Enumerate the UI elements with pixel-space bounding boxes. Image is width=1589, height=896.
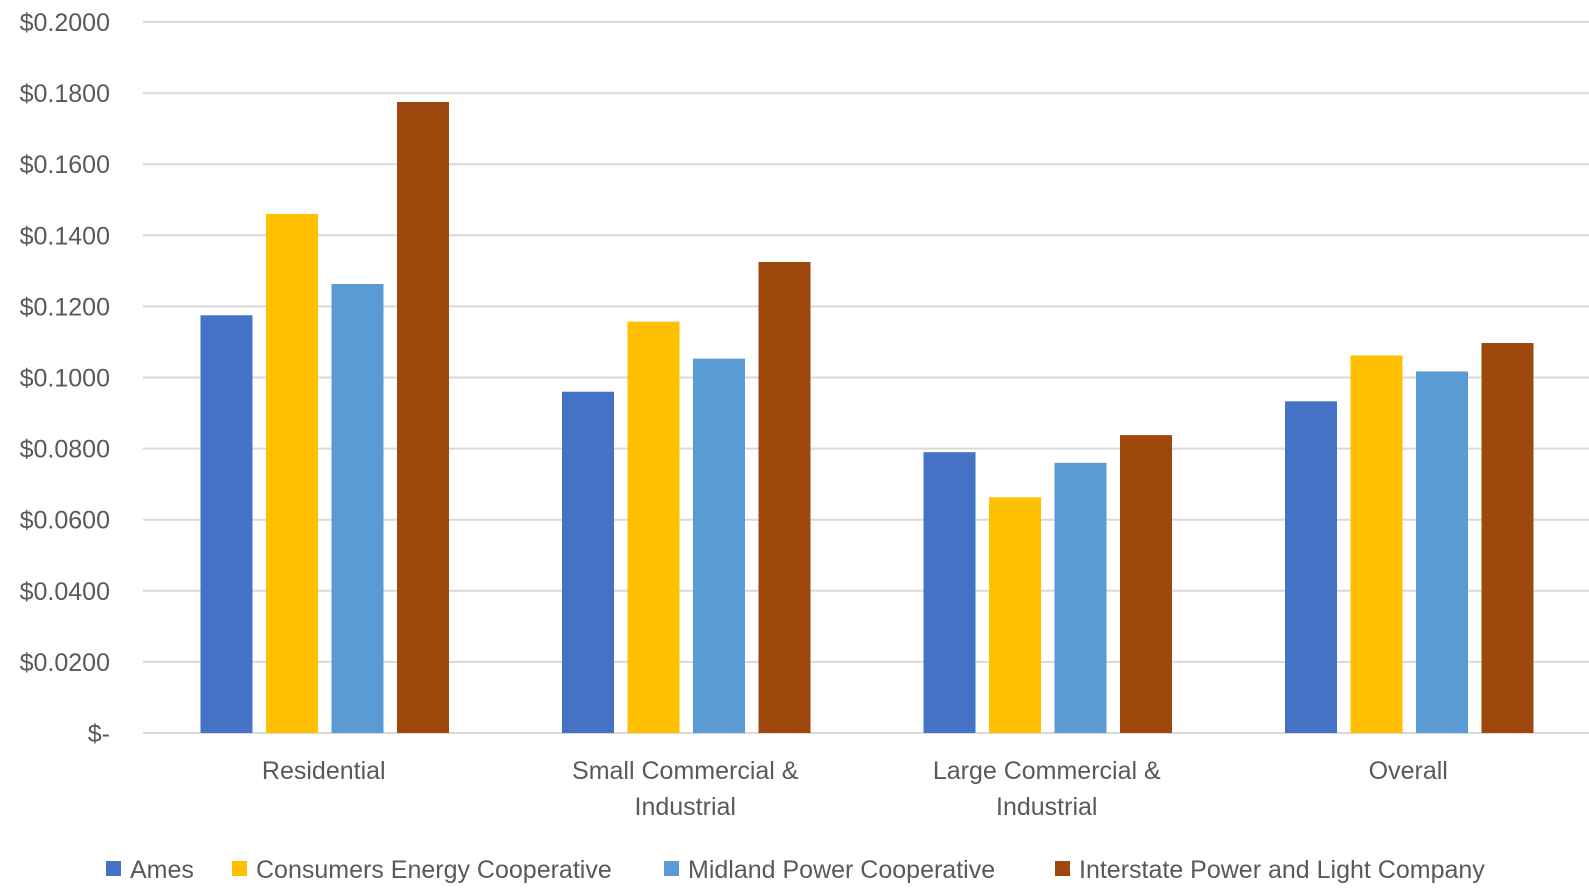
legend-label: Interstate Power and Light Company — [1079, 856, 1485, 884]
y-tick-label: $0.0800 — [20, 436, 110, 464]
y-tick-label: $0.2000 — [20, 9, 110, 37]
bars — [200, 101, 1534, 734]
bar — [1120, 435, 1172, 733]
y-tick-label: $0.1000 — [20, 365, 110, 393]
bar — [693, 358, 745, 733]
y-tick-label: $0.0400 — [20, 578, 110, 606]
bar — [200, 315, 253, 733]
bar — [1350, 355, 1403, 733]
legend-swatch — [232, 861, 247, 876]
gridlines — [143, 21, 1589, 734]
x-category-label: Industrial — [635, 793, 736, 821]
legend-swatch — [664, 861, 679, 876]
bar — [758, 261, 811, 733]
bar — [1416, 371, 1468, 733]
y-tick-label: $0.0200 — [20, 649, 110, 677]
x-category-label: Industrial — [996, 793, 1097, 821]
x-category-label: Overall — [1369, 757, 1448, 785]
y-tick-label: $0.0600 — [20, 507, 110, 535]
bar — [266, 213, 318, 734]
x-axis-category-labels: Residential Small Commercial & Industrial L… — [262, 757, 1448, 821]
x-category-label: Small Commercial & — [572, 757, 799, 785]
y-tick-label: $0.1400 — [20, 222, 110, 250]
bar — [397, 101, 449, 734]
bar — [1481, 343, 1534, 733]
x-category-label: Residential — [262, 757, 386, 785]
y-tick-label: $0.1800 — [20, 80, 110, 108]
legend: Ames Consumers Energy Cooperative Midland … — [106, 856, 1485, 884]
bar — [331, 284, 384, 733]
bar — [989, 497, 1041, 733]
bar — [627, 321, 680, 733]
bar — [923, 452, 976, 733]
bar — [1285, 401, 1337, 733]
legend-label: Ames — [130, 856, 194, 884]
x-category-label: Large Commercial & — [933, 757, 1161, 785]
y-tick-label: $- — [88, 720, 110, 748]
y-tick-label: $0.1200 — [20, 293, 110, 321]
legend-swatch — [1055, 861, 1070, 876]
legend-swatch — [106, 861, 121, 876]
legend-label: Consumers Energy Cooperative — [256, 856, 612, 884]
bar — [562, 391, 614, 733]
bar — [1054, 462, 1107, 733]
y-tick-label: $0.1600 — [20, 151, 110, 179]
legend-label: Midland Power Cooperative — [688, 856, 995, 884]
y-axis-tick-labels: $- $0.0200 $0.0400 $0.0600 $0.0800 $0.1000 $0.… — [20, 9, 110, 748]
